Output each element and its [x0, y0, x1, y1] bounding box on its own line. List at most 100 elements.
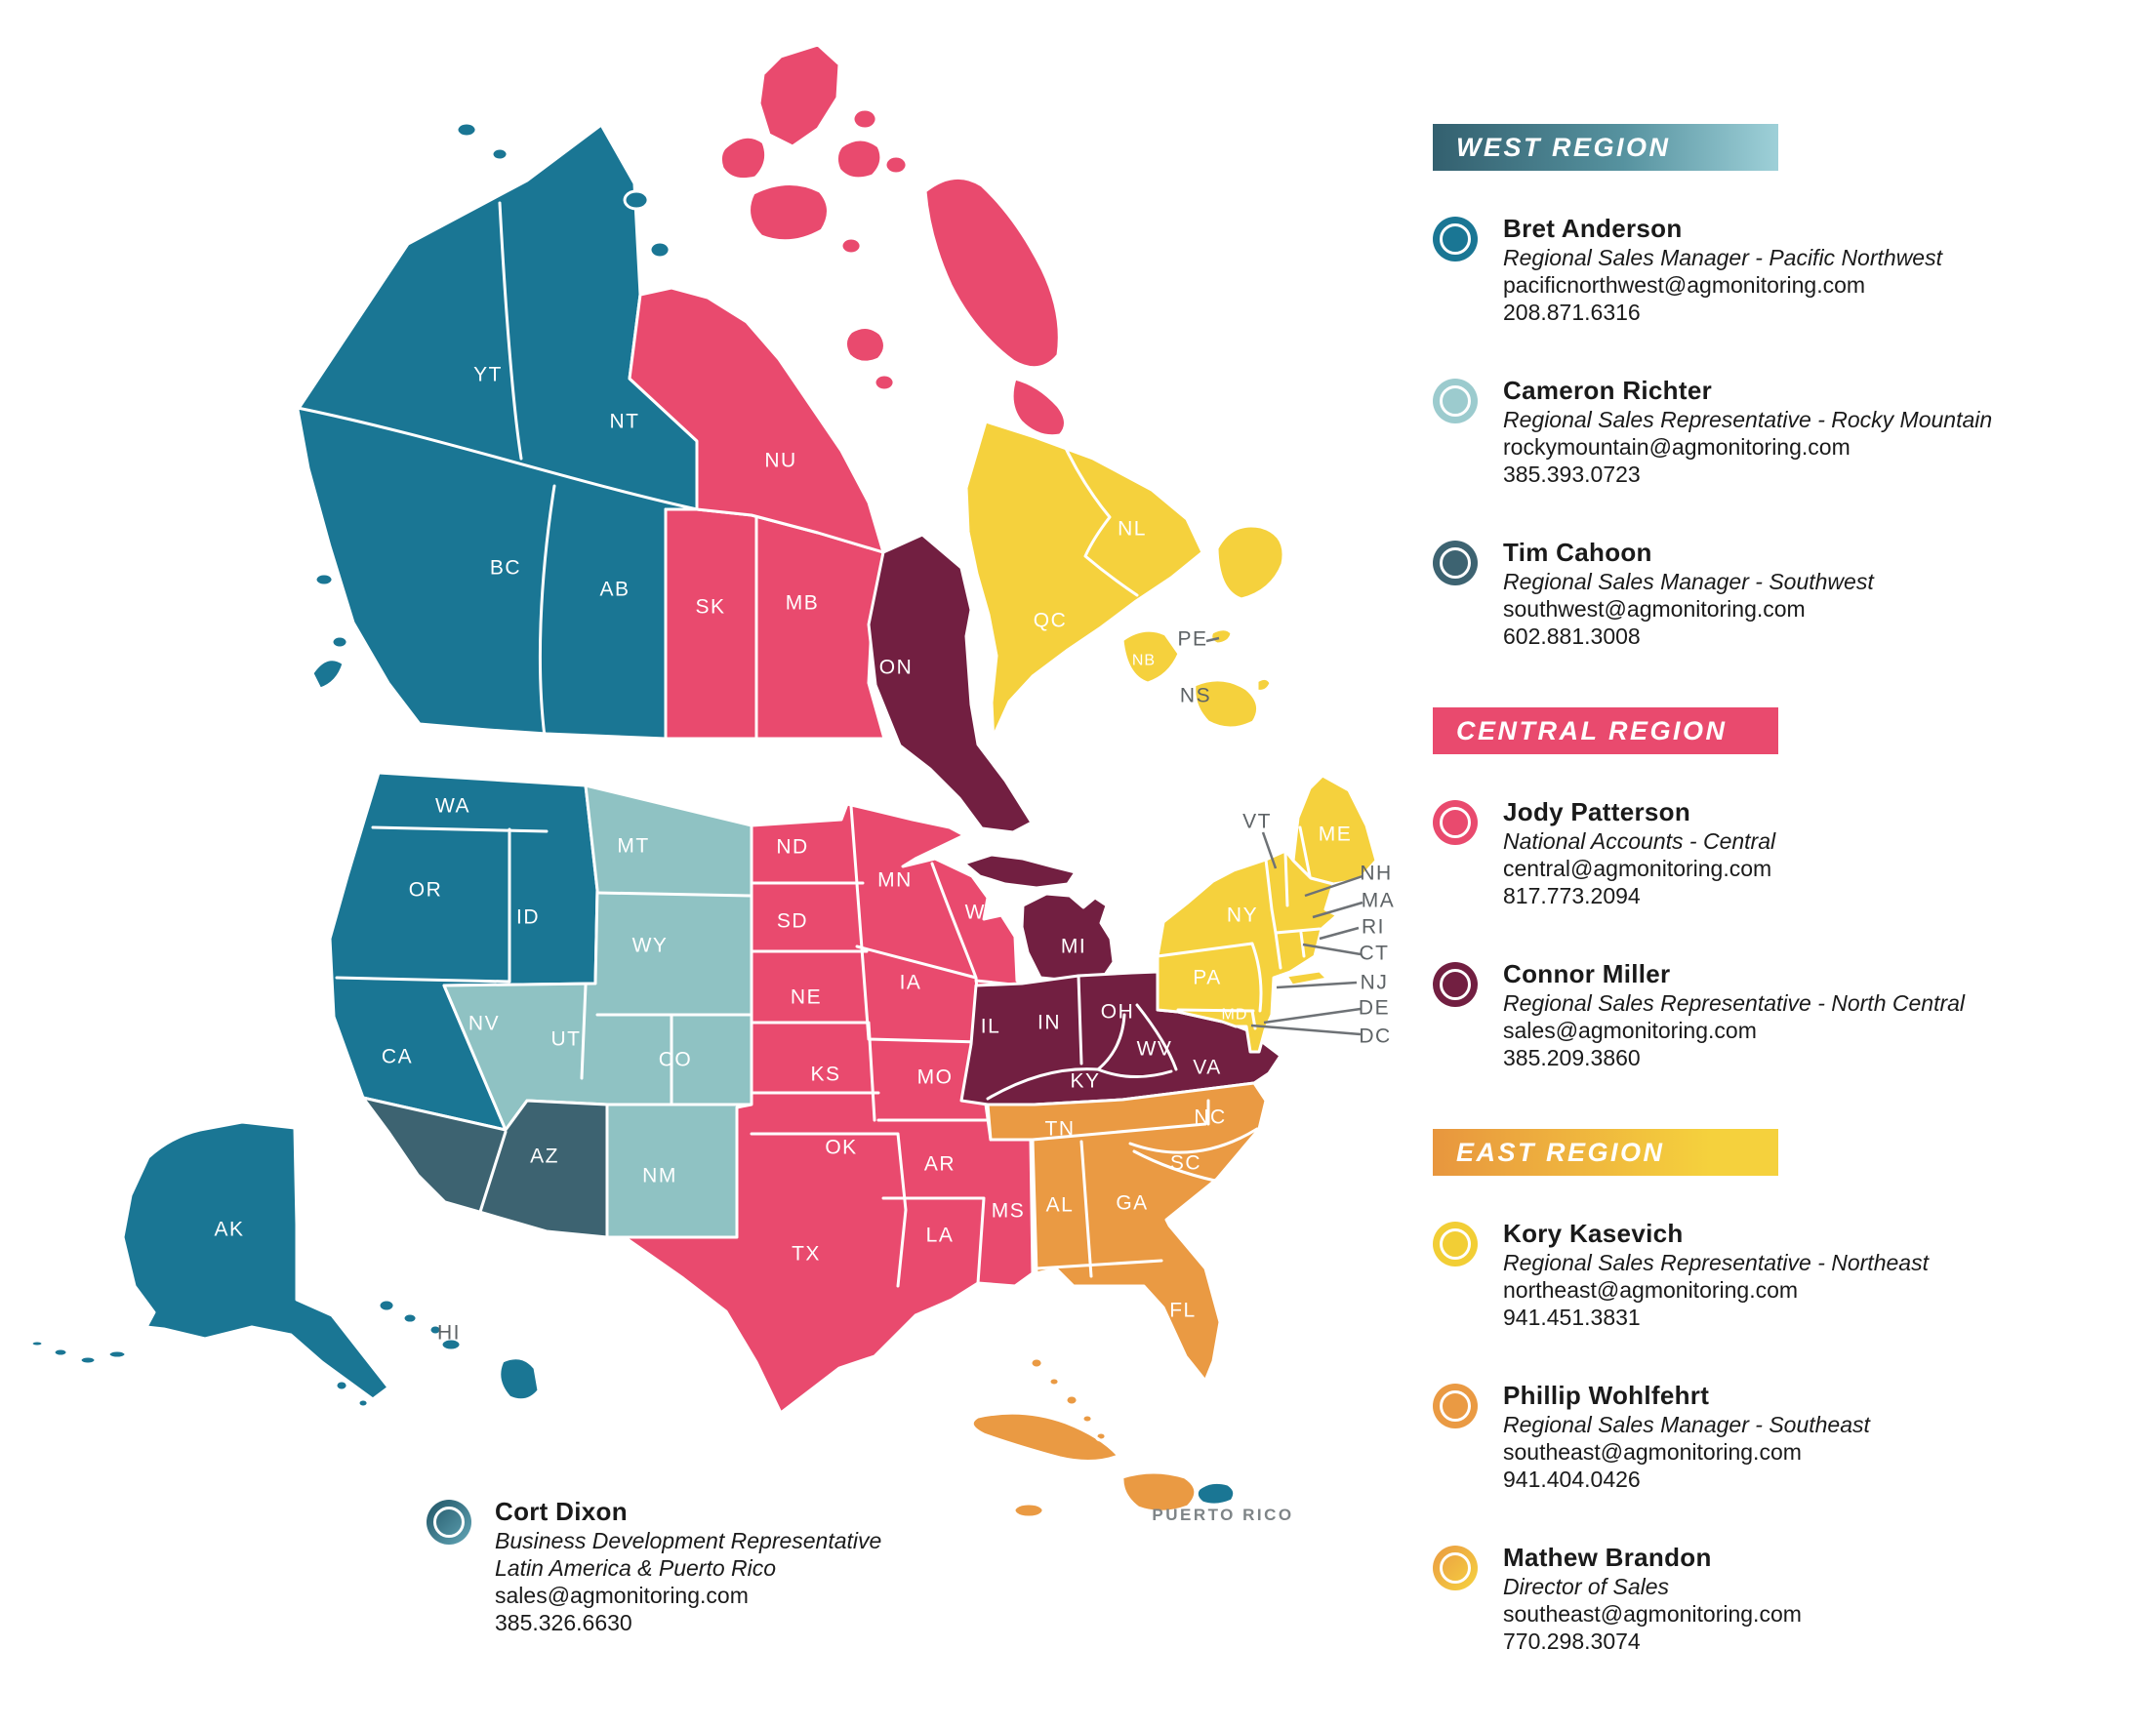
region-michigan-up — [962, 853, 1078, 890]
state-label-sk: SK — [695, 596, 725, 619]
state-label-nj: NJ — [1361, 972, 1389, 994]
callout-line-ct — [1302, 943, 1362, 956]
state-label-la: LA — [926, 1225, 955, 1247]
region-pei — [1209, 627, 1234, 646]
state-label-pa: PA — [1193, 967, 1221, 989]
callout-line-dc — [1250, 1024, 1362, 1036]
section-west-region: WEST REGION Bret Anderson Regional Sales M… — [1433, 124, 2136, 700]
state-label-ia: IA — [900, 972, 922, 994]
region-new-brunswick — [1120, 628, 1181, 685]
border-canada-west — [296, 201, 699, 739]
contact-text: Mathew Brandon Director of Sales southeast… — [1503, 1543, 1802, 1705]
contact-badge-latin-america — [427, 1500, 471, 1545]
contact-name: Connor Miller — [1503, 959, 1671, 988]
state-label-ok: OK — [825, 1137, 857, 1159]
contact-text: Cort Dixon Business Development Represen… — [495, 1497, 881, 1636]
contact-phone: 817.773.2094 — [1503, 883, 1641, 908]
contacts-sidebar: WEST REGION Bret Anderson Regional Sales M… — [1433, 124, 2136, 1705]
region-quebec-labrador — [964, 420, 1204, 746]
contact-email: sales@agmonitoring.com — [495, 1583, 749, 1608]
contact-cameron-richter: Cameron Richter Regional Sales Representa… — [1433, 376, 2136, 538]
section-central-region: CENTRAL REGION Jody Patterson National Acc… — [1433, 707, 2136, 1121]
callout-line-nh — [1304, 874, 1363, 898]
state-label-ri: RI — [1362, 916, 1385, 939]
state-label-va: VA — [1193, 1057, 1221, 1079]
contact-email: southwest@agmonitoring.com — [1503, 596, 1806, 622]
state-label-wv: WV — [1137, 1038, 1173, 1061]
state-label-mn: MN — [877, 869, 913, 892]
contact-name: Cort Dixon — [495, 1497, 628, 1526]
state-label-yt: YT — [473, 364, 503, 386]
border-ca-az — [478, 1130, 508, 1214]
contact-phone: 385.393.0723 — [1503, 462, 1641, 487]
callout-line-nj — [1276, 981, 1358, 989]
state-label-ab: AB — [599, 579, 630, 601]
state-label-sd: SD — [777, 910, 808, 933]
contact-email: southeast@agmonitoring.com — [1503, 1439, 1802, 1465]
contact-name: Kory Kasevich — [1503, 1219, 1684, 1248]
state-label-nh: NH — [1360, 863, 1392, 885]
state-label-co: CO — [659, 1049, 693, 1071]
region-ontario — [867, 533, 1034, 834]
contact-title: Regional Sales Manager - Pacific Northwe… — [1503, 245, 1942, 270]
contact-phone: 385.209.3860 — [1503, 1045, 1641, 1070]
state-label-vt: VT — [1242, 811, 1272, 833]
state-label-ak: AK — [214, 1219, 244, 1241]
contact-cort-dixon: Cort Dixon Business Development Represen… — [427, 1497, 881, 1636]
region-caribbean — [970, 1356, 1198, 1519]
state-label-ny: NY — [1227, 905, 1258, 927]
state-label-fl: FL — [1169, 1300, 1197, 1322]
border-northeast — [1156, 825, 1322, 1030]
region-header-west: WEST REGION — [1433, 124, 1778, 171]
state-label-ms: MS — [992, 1200, 1026, 1223]
border-north-central — [986, 974, 1178, 1101]
contact-email: sales@agmonitoring.com — [1503, 1018, 1757, 1043]
state-label-id: ID — [516, 906, 540, 929]
state-label-bc: BC — [490, 557, 521, 580]
state-label-me: ME — [1319, 824, 1353, 846]
contact-email: southeast@agmonitoring.com — [1503, 1601, 1802, 1627]
contact-badge-teal — [1433, 217, 1478, 261]
contact-connor-miller: Connor Miller Regional Sales Representati… — [1433, 959, 2136, 1121]
state-label-tn: TN — [1045, 1118, 1076, 1141]
contact-text: Kory Kasevich Regional Sales Representati… — [1503, 1219, 1929, 1381]
state-label-ma: MA — [1362, 890, 1396, 912]
contact-email: pacificnorthwest@agmonitoring.com — [1503, 272, 1866, 298]
region-northeast — [1156, 849, 1339, 1054]
contact-tim-cahoon: Tim Cahoon Regional Sales Manager - South… — [1433, 538, 2136, 700]
contact-badge-yellow — [1433, 1222, 1478, 1267]
region-michigan-mitten — [1020, 892, 1116, 983]
state-label-on: ON — [879, 657, 914, 679]
region-southeast — [986, 1081, 1268, 1383]
state-label-qc: QC — [1034, 610, 1068, 632]
state-label-in: IN — [1037, 1012, 1061, 1034]
region-puerto-rico — [1195, 1480, 1237, 1507]
contact-mathew-brandon: Mathew Brandon Director of Sales southeast… — [1433, 1543, 2136, 1705]
state-label-pe: PE — [1177, 628, 1207, 651]
state-label-ks: KS — [810, 1064, 840, 1086]
state-label-nm: NM — [642, 1165, 677, 1187]
contact-email: central@agmonitoring.com — [1503, 856, 1772, 881]
contact-name: Jody Patterson — [1503, 797, 1691, 826]
contact-badge-seafoam — [1433, 379, 1478, 423]
state-label-ns: NS — [1180, 685, 1211, 707]
region-long-island — [1284, 969, 1329, 987]
contact-phone: 385.326.6630 — [495, 1610, 632, 1635]
contact-title: Regional Sales Manager - Southeast — [1503, 1412, 1870, 1437]
state-label-az: AZ — [530, 1146, 559, 1168]
bc-coast-islands — [310, 121, 671, 691]
region-header-central: CENTRAL REGION — [1433, 707, 1778, 754]
contact-phone: 602.881.3008 — [1503, 623, 1641, 649]
contact-title: Regional Sales Representative - North Ce… — [1503, 990, 1966, 1016]
state-label-or: OR — [409, 879, 443, 902]
puerto-rico-label: PUERTO RICO — [1152, 1506, 1293, 1524]
state-label-wy: WY — [632, 935, 669, 957]
state-label-wa: WA — [435, 795, 470, 818]
contact-email: northeast@agmonitoring.com — [1503, 1277, 1799, 1303]
contact-title: Director of Sales — [1503, 1574, 1670, 1599]
section-east-region: EAST REGION Kory Kasevich Regional Sales R… — [1433, 1129, 2136, 1705]
state-label-nu: NU — [764, 450, 796, 472]
contact-name: Cameron Richter — [1503, 376, 1712, 405]
